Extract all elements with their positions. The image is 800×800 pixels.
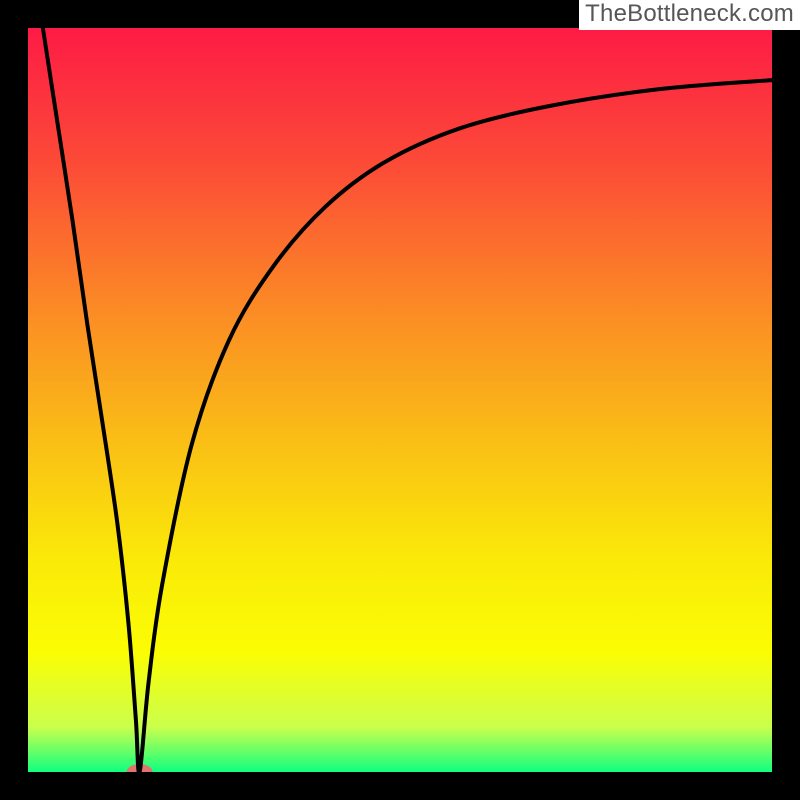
attribution-label: TheBottleneck.com [579,0,800,30]
curve-layer [0,0,800,800]
frame-border-bottom [0,772,800,800]
bottleneck-curve [43,28,772,773]
chart-root: TheBottleneck.com [0,0,800,800]
frame-border-left [0,0,28,800]
frame-border-right [772,0,800,800]
